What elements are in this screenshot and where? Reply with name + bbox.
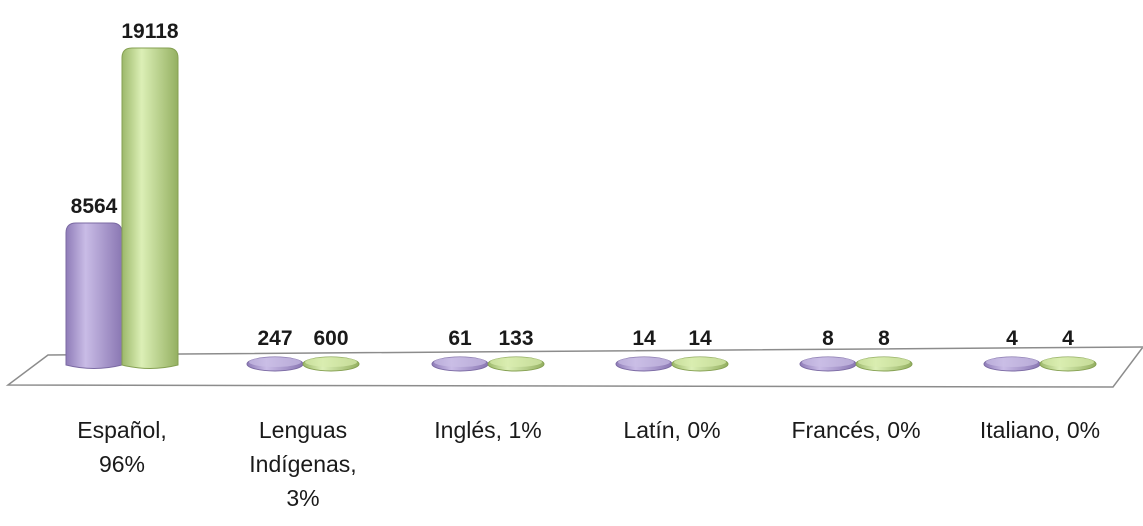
value-label-s1-2: 247 (257, 327, 292, 350)
value-label-s2-1: 19118 (121, 20, 179, 43)
bar-s2-6 (1039, 356, 1097, 372)
floor-plane (5, 346, 1143, 388)
bar-s1-5 (799, 356, 857, 372)
bar-s1-3 (431, 356, 489, 372)
value-label-s1-1: 8564 (71, 195, 118, 218)
bar-s1-4 (615, 356, 673, 372)
bar-s2-5 (855, 356, 913, 372)
bar-s2-2 (302, 356, 360, 372)
category-label-5: Francés, 0% (791, 417, 920, 443)
value-label-s2-6: 4 (1062, 327, 1074, 350)
category-label-4: Latín, 0% (623, 417, 720, 443)
value-label-s1-5: 8 (822, 327, 834, 350)
category-label-3: Inglés, 1% (434, 417, 541, 443)
value-label-s1-4: 14 (632, 327, 656, 350)
category-label-2: Lenguas Indígenas, 3% (249, 417, 356, 511)
bar-s1-6 (983, 356, 1041, 372)
bar-s2-4 (671, 356, 729, 372)
value-label-s2-5: 8 (878, 327, 890, 350)
bar-s1-2 (246, 356, 304, 372)
category-label-1: Español, 96% (77, 417, 167, 477)
value-label-s1-6: 4 (1006, 327, 1018, 350)
category-label-6: Italiano, 0% (980, 417, 1100, 443)
bar-s2-1 (121, 47, 179, 369)
bar-s1-1 (65, 222, 123, 369)
value-label-s2-2: 600 (313, 327, 348, 350)
value-label-s2-3: 133 (498, 327, 533, 350)
bar-s2-3 (487, 356, 545, 372)
value-label-s2-4: 14 (688, 327, 712, 350)
value-label-s1-3: 61 (448, 327, 472, 350)
